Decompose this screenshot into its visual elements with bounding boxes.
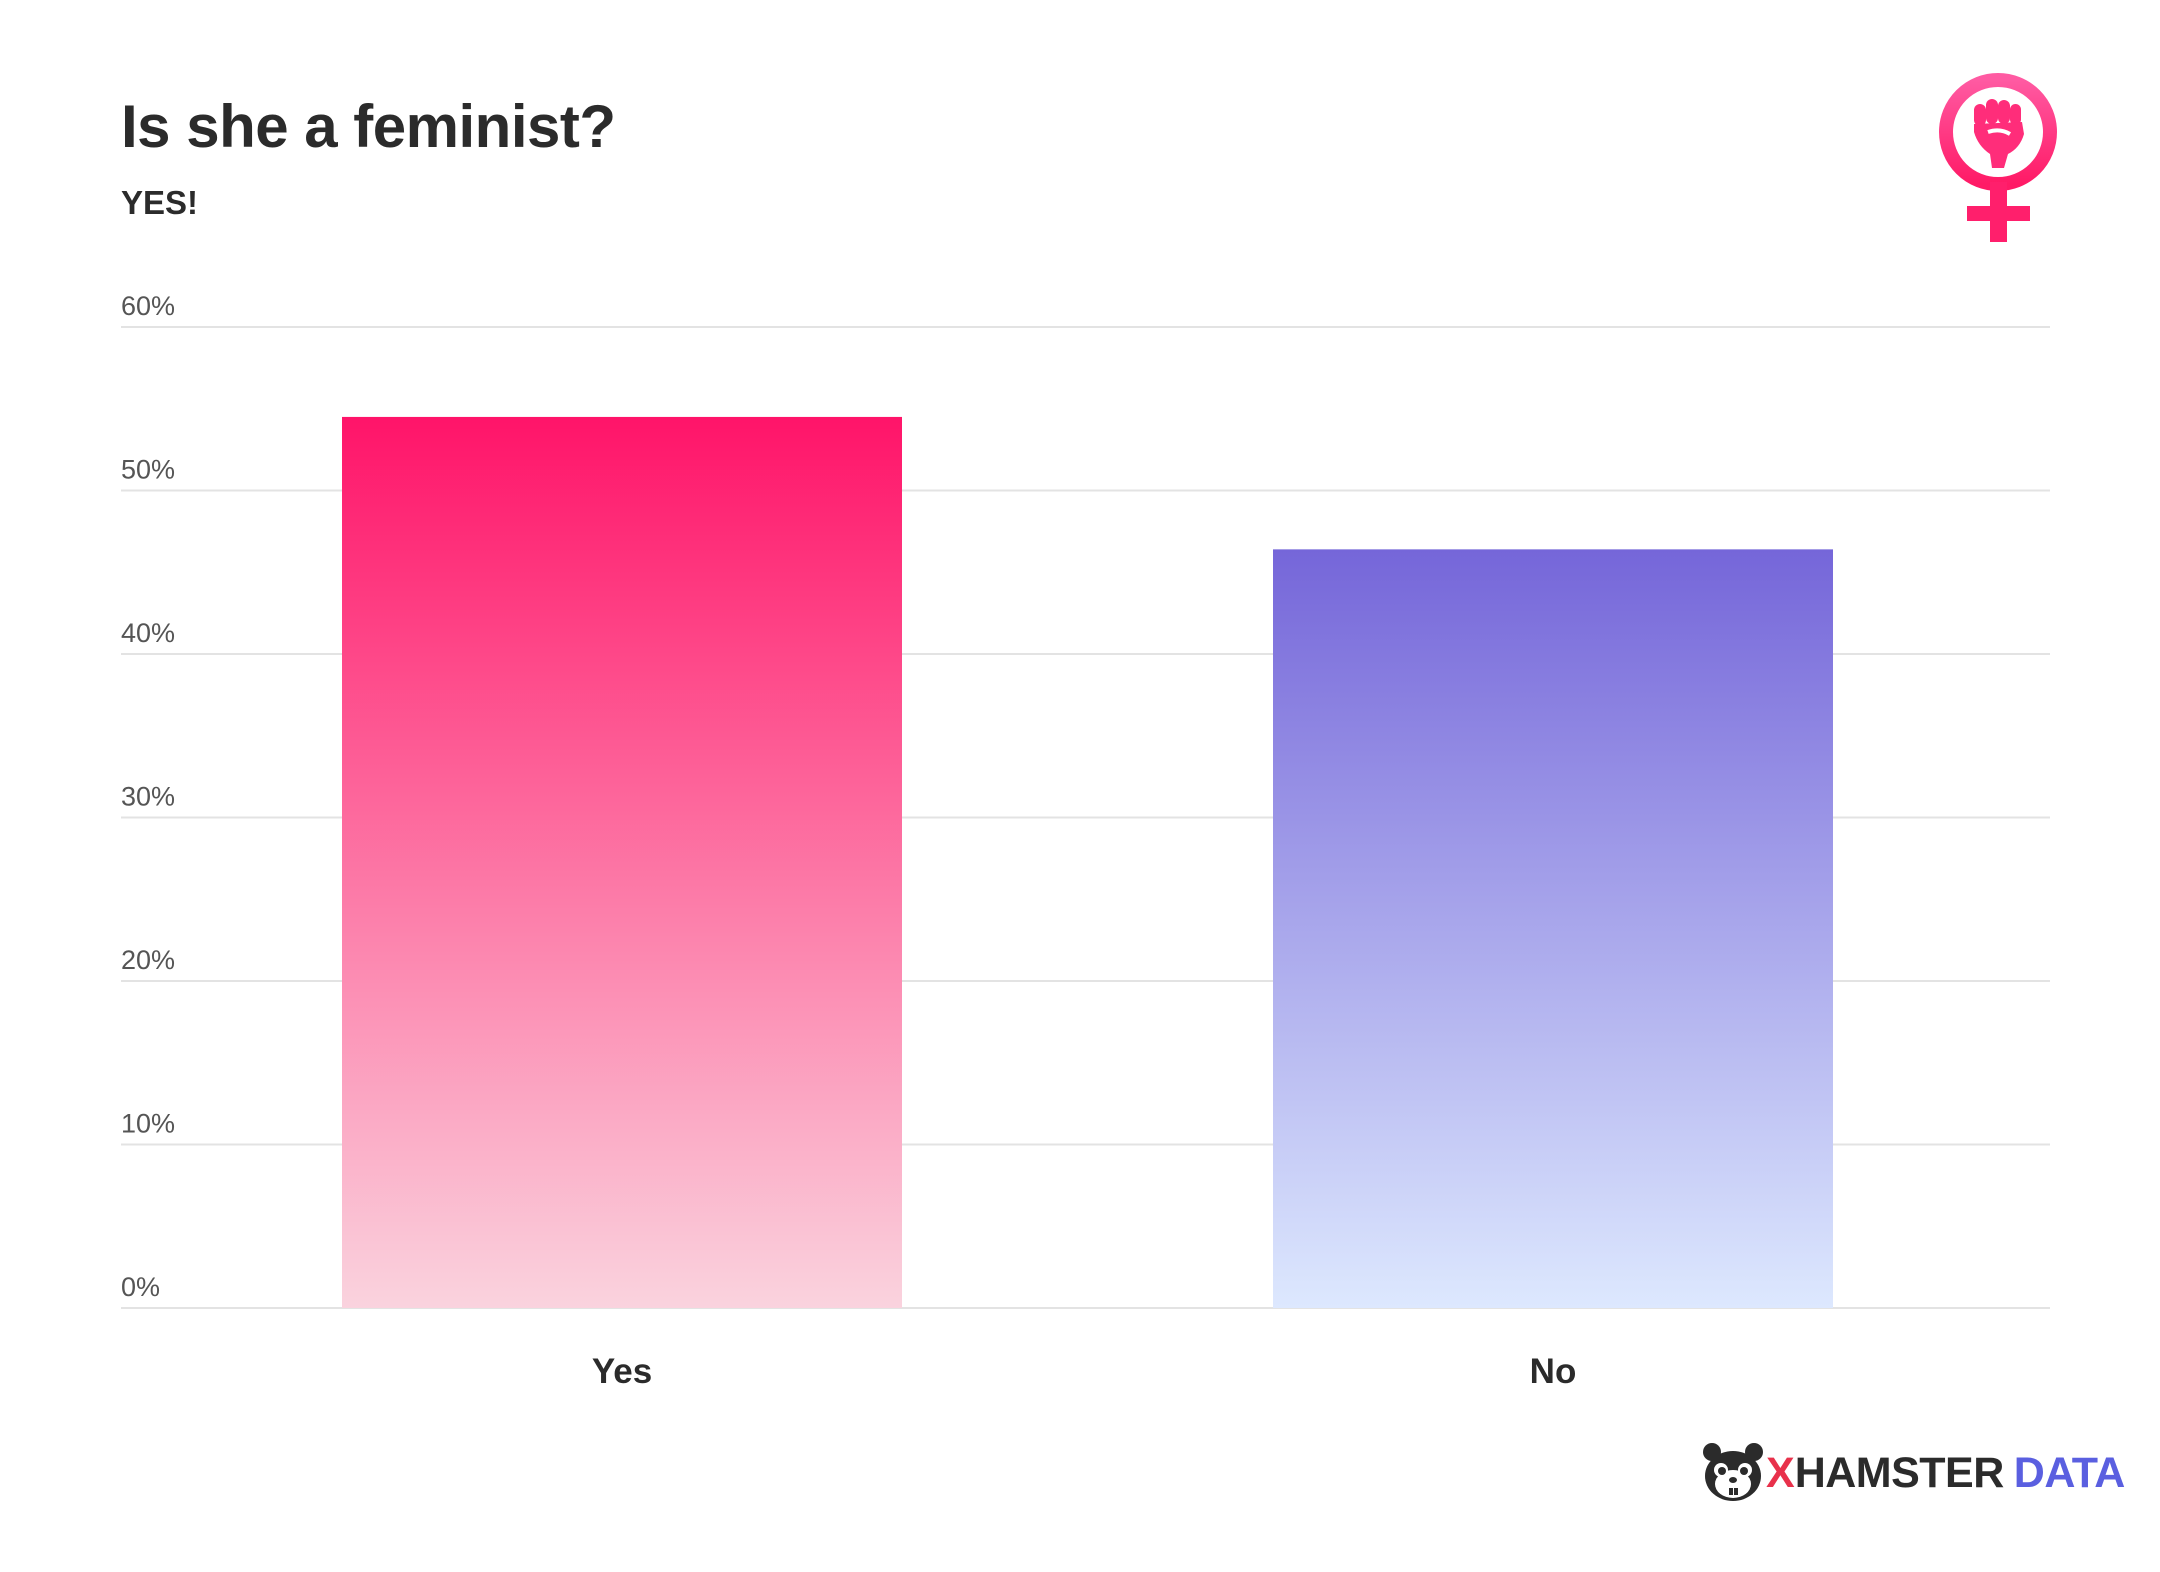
category-label-no: No — [1530, 1352, 1577, 1391]
y-tick-label: 50% — [121, 455, 175, 485]
chart-subtitle: YES! — [121, 184, 199, 221]
category-labels: Yes No — [592, 1352, 1577, 1391]
brand-logo: X HAMSTER DATA — [1700, 1438, 2125, 1508]
bar-yes — [342, 416, 902, 1308]
feminism-fist-icon — [1939, 73, 2057, 242]
hamster-icon — [1703, 1443, 1763, 1501]
bars — [342, 416, 1833, 1308]
brand-name-hamster: HAMSTER — [1794, 1448, 2005, 1497]
bar-no — [1273, 549, 1833, 1308]
y-tick-label: 10% — [121, 1109, 175, 1139]
y-tick-label: 0% — [121, 1272, 160, 1302]
y-tick-label: 40% — [121, 618, 175, 648]
y-tick-label: 20% — [121, 945, 175, 975]
chart-title: Is she a feminist? — [121, 93, 616, 160]
category-label-yes: Yes — [592, 1352, 652, 1391]
y-tick-label: 30% — [121, 782, 175, 812]
y-tick-labels: 0% 10% 20% 30% 40% 50% 60% — [121, 291, 175, 1302]
brand-x-letter: X — [1766, 1448, 1795, 1497]
y-tick-label: 60% — [121, 291, 175, 321]
brand-name-data: DATA — [2013, 1448, 2126, 1497]
